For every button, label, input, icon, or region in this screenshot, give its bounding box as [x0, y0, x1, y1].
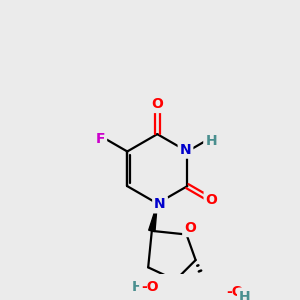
Text: O: O: [206, 193, 218, 207]
Text: H: H: [205, 134, 217, 148]
Text: N: N: [180, 142, 191, 157]
Text: -O: -O: [226, 285, 244, 299]
Text: F: F: [96, 132, 105, 146]
Polygon shape: [149, 203, 157, 232]
Text: O: O: [184, 221, 196, 235]
Text: O: O: [152, 97, 163, 111]
Text: N: N: [154, 197, 166, 212]
Text: H: H: [239, 290, 251, 300]
Text: H: H: [131, 280, 143, 293]
Text: -O: -O: [141, 280, 159, 293]
